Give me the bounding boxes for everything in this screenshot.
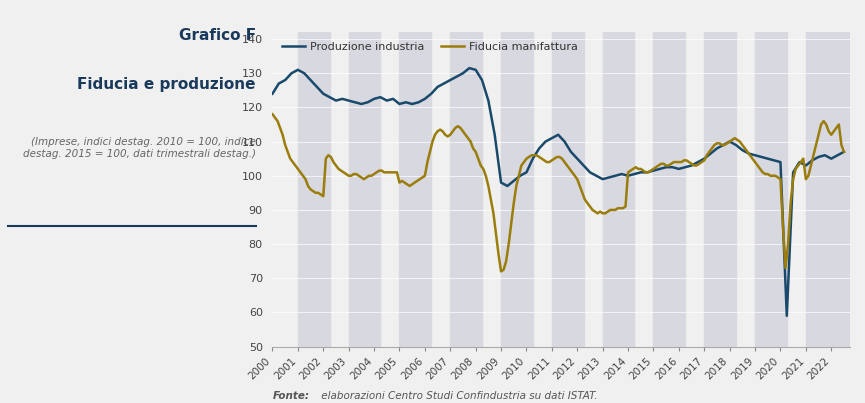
Bar (451, 32, 482, 347)
Produzione industria (782, 314, 792, 318)
Produzione industria (756, 154, 766, 159)
Line: Produzione industria: Produzione industria (272, 68, 844, 316)
Produzione industria (337, 96, 348, 101)
Text: (Imprese, indici destag. 2010 = 100, indice
destag. 2015 = 100, dati trimestrali: (Imprese, indici destag. 2010 = 100, ind… (22, 137, 256, 159)
Produzione industria (400, 100, 411, 105)
Text: Fiducia e produzione: Fiducia e produzione (77, 77, 256, 91)
Text: Fonte:: Fonte: (272, 391, 310, 401)
Fiducia manifattura (496, 269, 506, 274)
Text: elaborazioni Centro Studi Confindustria su dati ISTAT.: elaborazioni Centro Studi Confindustria … (318, 391, 598, 401)
Fiducia manifattura (585, 204, 595, 209)
Fiducia manifattura (267, 112, 278, 116)
Bar (603, 32, 634, 347)
Fiducia manifattura (689, 163, 699, 168)
Bar (704, 32, 736, 347)
Bar (806, 32, 850, 347)
Produzione industria (465, 66, 475, 71)
Bar (501, 32, 533, 347)
Produzione industria (267, 91, 278, 96)
Legend: Produzione industria, Fiducia manifattura: Produzione industria, Fiducia manifattur… (278, 38, 582, 57)
Produzione industria (839, 150, 849, 154)
Produzione industria (832, 153, 843, 158)
Fiducia manifattura (290, 163, 300, 168)
Bar (552, 32, 584, 347)
Fiducia manifattura (653, 163, 663, 168)
Bar (298, 32, 330, 347)
Bar (400, 32, 432, 347)
Fiducia manifattura (839, 150, 849, 154)
Produzione industria (413, 100, 424, 105)
Fiducia manifattura (829, 129, 839, 134)
Bar (653, 32, 685, 347)
Fiducia manifattura (628, 166, 638, 171)
Bar (755, 32, 787, 347)
Line: Fiducia manifattura: Fiducia manifattura (272, 114, 844, 271)
Bar (349, 32, 381, 347)
Text: Grafico F: Grafico F (179, 28, 256, 43)
Produzione industria (604, 175, 614, 180)
